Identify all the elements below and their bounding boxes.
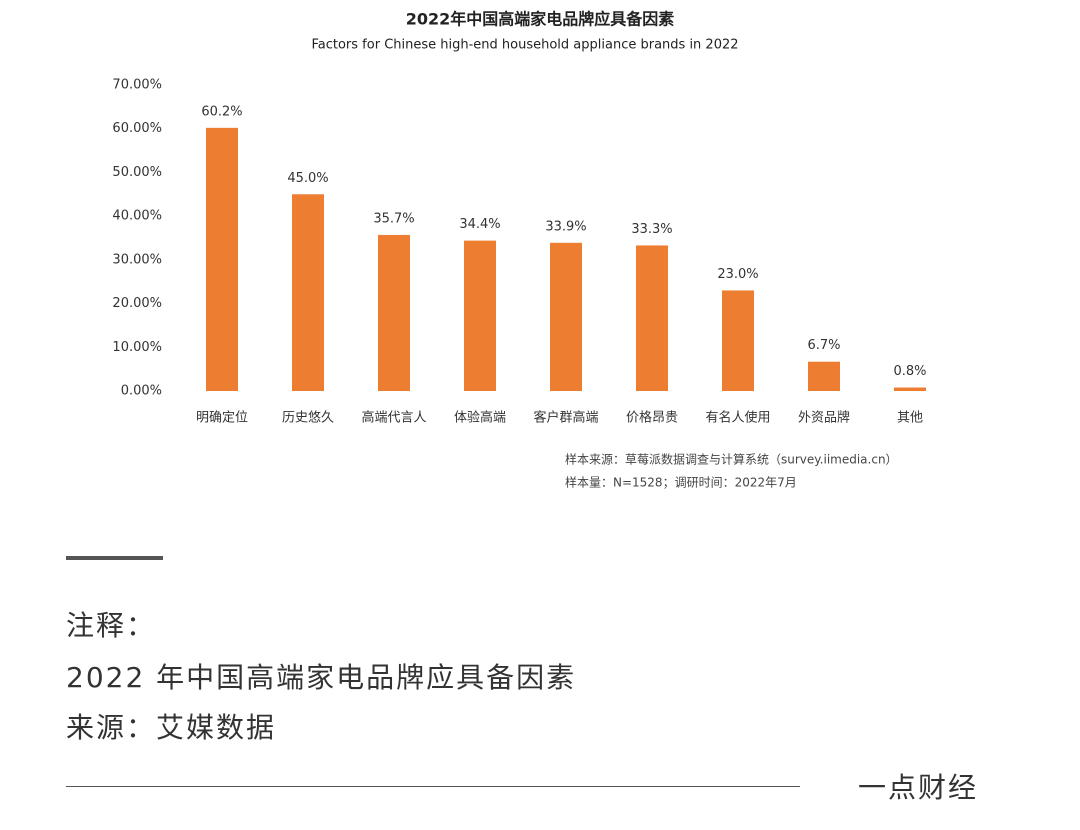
x-tick-label: 明确定位 — [196, 411, 248, 426]
chart-subtitle: Factors for Chinese high-end household a… — [311, 38, 738, 53]
y-tick-label: 50.00% — [112, 165, 162, 180]
bar — [464, 240, 496, 391]
y-tick-label: 60.00% — [112, 121, 162, 136]
value-label: 33.3% — [631, 222, 672, 237]
source-note: 样本量：N=1528；调研时间：2022年7月 — [565, 475, 797, 490]
x-tick-label: 客户群高端 — [533, 410, 598, 426]
bar — [206, 127, 238, 391]
y-tick-label: 70.00% — [112, 78, 162, 93]
bar — [808, 361, 840, 391]
x-tick-label: 历史悠久 — [282, 411, 334, 426]
divider — [66, 556, 163, 560]
chart-title: 2022年中国高端家电品牌应具备因素 — [406, 10, 675, 29]
footer-line — [66, 786, 800, 787]
y-tick-label: 20.00% — [112, 296, 162, 311]
bar — [550, 242, 582, 391]
value-label: 0.8% — [893, 364, 926, 379]
value-label: 45.0% — [287, 171, 328, 186]
value-label: 35.7% — [373, 211, 414, 226]
x-tick-label: 其他 — [897, 411, 923, 426]
x-tick-label: 价格昂贵 — [626, 410, 678, 426]
chart: 2022年中国高端家电品牌应具备因素 Factors for Chinese h… — [112, 10, 926, 490]
x-tick-label: 有名人使用 — [705, 410, 770, 426]
brand: 一点财经 — [858, 771, 979, 804]
bar — [378, 234, 410, 391]
y-tick-label: 10.00% — [112, 340, 162, 355]
value-label: 34.4% — [459, 217, 500, 232]
value-label: 60.2% — [201, 104, 242, 119]
y-tick-label: 0.00% — [121, 384, 162, 399]
value-label: 23.0% — [717, 267, 758, 282]
note-heading: 注释： — [66, 609, 157, 642]
x-tick-label: 高端代言人 — [361, 410, 426, 426]
x-tick-label: 体验高端 — [454, 410, 506, 426]
value-label: 33.9% — [545, 219, 586, 234]
source-note: 样本来源：草莓派数据调查与计算系统（survey.iimedia.cn） — [565, 452, 898, 467]
y-tick-label: 30.00% — [112, 252, 162, 267]
bar — [722, 290, 754, 391]
bar — [636, 245, 668, 391]
note-caption: 2022 年中国高端家电品牌应具备因素 — [66, 661, 577, 694]
bar — [292, 194, 324, 391]
x-tick-label: 外资品牌 — [798, 410, 850, 426]
note-origin: 来源：艾媒数据 — [66, 711, 277, 744]
bar — [894, 387, 926, 391]
y-tick-label: 40.00% — [112, 209, 162, 224]
value-label: 6.7% — [807, 338, 840, 353]
